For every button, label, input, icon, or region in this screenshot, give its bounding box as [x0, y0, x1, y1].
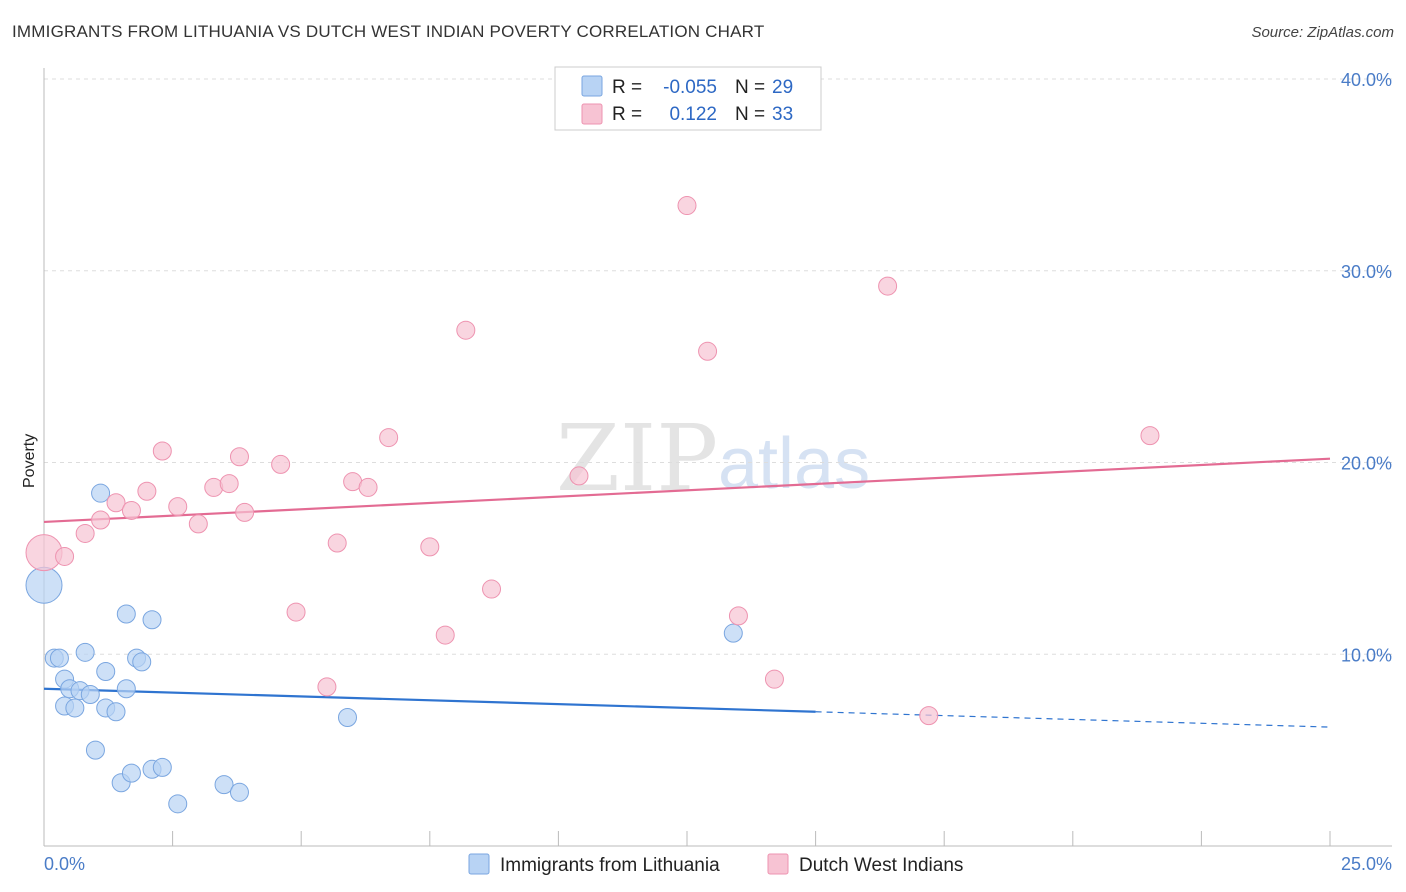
point-pink: [188, 514, 208, 534]
bottom-legend-swatch-blue: [468, 853, 490, 875]
point-blue: [229, 782, 249, 802]
point-blue: [80, 685, 100, 705]
trend-line-pink: [43, 457, 1331, 524]
data-points: [25, 196, 1160, 814]
point-pink: [55, 546, 75, 566]
legend-r-value-blue: -0.055: [663, 77, 717, 98]
point-blue: [132, 652, 152, 672]
gridlines: [44, 78, 1392, 655]
bottom-legend-label-pink: Dutch West Indians: [799, 855, 963, 876]
point-pink: [1140, 426, 1160, 446]
x-tick-label-min: 0.0%: [44, 854, 85, 874]
point-pink: [168, 497, 188, 517]
point-pink: [106, 493, 126, 513]
point-pink: [229, 447, 249, 467]
point-blue: [723, 623, 743, 643]
point-pink: [137, 481, 157, 501]
legend-swatch-blue: [581, 75, 603, 97]
y-axis-label: Poverty: [21, 434, 38, 488]
point-blue: [152, 757, 172, 777]
point-blue: [85, 740, 105, 760]
trend-line-blue: [43, 687, 816, 713]
watermark-zip: ZIP: [556, 405, 718, 512]
y-tick-label: 20.0%: [1341, 454, 1392, 474]
y-tick-label: 10.0%: [1341, 645, 1392, 665]
trend-line-blue-extrapolated: [815, 711, 1331, 728]
point-pink: [317, 677, 337, 697]
point-pink: [121, 500, 141, 520]
x-tick-label-max: 25.0%: [1341, 854, 1392, 874]
y-tick-label: 30.0%: [1341, 262, 1392, 282]
stats-legend: R = -0.055 N = 29 R = 0.122 N = 33: [554, 66, 822, 131]
legend-r-value-pink: 0.122: [669, 104, 717, 125]
point-blue: [214, 775, 234, 795]
axes: 10.0% 20.0% 30.0% 40.0% 0.0% 25.0%: [43, 68, 1392, 874]
legend-r-label-pink: R =: [612, 104, 642, 125]
point-pink: [152, 441, 172, 461]
point-pink: [677, 196, 697, 216]
bottom-legend-swatch-pink: [767, 853, 789, 875]
point-pink: [235, 502, 255, 522]
point-blue: [25, 566, 63, 604]
point-pink: [358, 477, 378, 497]
legend-swatch-pink: [581, 103, 603, 125]
point-blue: [75, 642, 95, 662]
point-blue: [106, 702, 126, 722]
watermark-atlas: atlas: [718, 424, 870, 504]
point-blue: [168, 794, 188, 814]
point-pink: [698, 341, 718, 361]
point-blue: [96, 662, 116, 682]
point-blue: [49, 648, 69, 668]
point-pink: [91, 510, 111, 530]
point-pink: [327, 533, 347, 553]
point-blue: [91, 483, 111, 503]
point-pink: [219, 474, 239, 494]
point-pink: [435, 625, 455, 645]
point-pink: [456, 320, 476, 340]
legend-n-value-pink: 33: [772, 104, 793, 125]
point-pink: [569, 466, 589, 486]
point-blue: [116, 679, 136, 699]
legend-n-label-blue: N =: [735, 77, 765, 98]
source-credit: Source: ZipAtlas.com: [1251, 24, 1394, 41]
chart-title: IMMIGRANTS FROM LITHUANIA VS DUTCH WEST …: [12, 22, 765, 41]
trend-lines: [43, 457, 1331, 728]
bottom-legend-label-blue: Immigrants from Lithuania: [500, 855, 720, 876]
y-tick-label: 40.0%: [1341, 70, 1392, 90]
point-pink: [764, 669, 784, 689]
legend-n-value-blue: 29: [772, 77, 793, 98]
point-pink: [271, 454, 291, 474]
legend-n-label-pink: N =: [735, 104, 765, 125]
point-blue: [116, 604, 136, 624]
point-pink: [919, 706, 939, 726]
point-blue: [142, 610, 162, 630]
point-pink: [75, 523, 95, 543]
legend-r-label-blue: R =: [612, 77, 642, 98]
point-pink: [728, 606, 748, 626]
point-blue: [121, 763, 141, 783]
point-pink: [482, 579, 502, 599]
point-pink: [420, 537, 440, 557]
point-pink: [286, 602, 306, 622]
point-pink: [878, 276, 898, 296]
series-legend: Immigrants from Lithuania Dutch West Ind…: [468, 853, 963, 876]
point-blue: [337, 708, 357, 728]
point-pink: [379, 428, 399, 448]
point-blue: [65, 698, 85, 718]
